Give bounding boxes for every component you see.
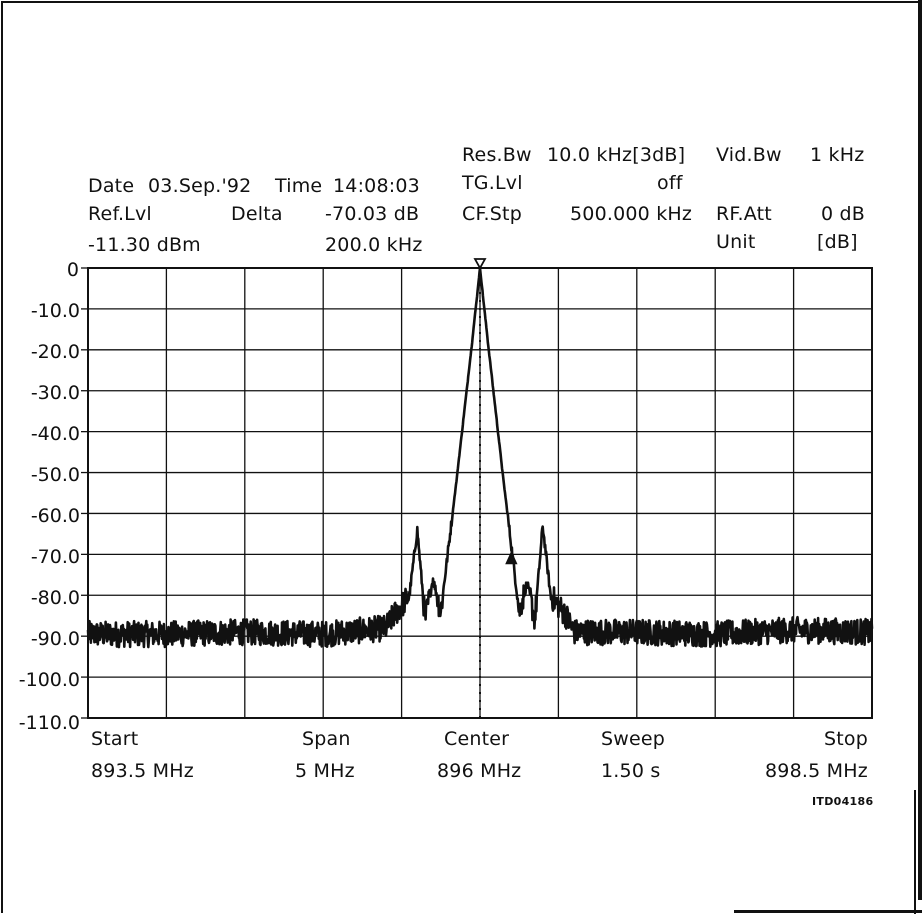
cfstp-label: CF.Stp [462,203,522,225]
y-tick-label: 0 [66,259,79,281]
reflvl-value: -11.30 dBm [88,234,201,256]
stop-value: 898.5 MHz [765,760,868,782]
rfatt-value: 0 dB [821,203,866,225]
y-tick-label: -90.0 [30,628,80,650]
y-tick-label: -10.0 [30,300,80,322]
span-value: 5 MHz [295,760,355,782]
sweep-value: 1.50 s [601,760,661,782]
center-label: Center [444,728,510,750]
y-tick-label: -30.0 [30,382,80,404]
span-label: Span [302,728,351,750]
marker-layer [473,258,518,565]
plot-grid [81,267,872,719]
delta-label: Delta [231,203,283,225]
delta-marker [505,550,518,565]
vidbw-label: Vid.Bw [716,144,782,166]
plot-border [87,267,873,719]
date-value: 03.Sep.'92 [148,175,252,197]
y-tick-label: -70.0 [30,546,80,568]
reflvl-label: Ref.Lvl [88,203,152,225]
y-tick-label: -100.0 [18,669,80,691]
figure-code: ITD04186 [812,795,874,808]
time-label: Time [275,175,323,197]
stop-label: Stop [824,728,868,750]
frame-right-edge-lower [914,790,916,914]
y-tick-label: -60.0 [30,505,80,527]
frame-bottom-edge [734,910,922,913]
y-tick-label: -20.0 [30,341,80,363]
unit-value: [dB] [817,231,858,253]
y-tick-label: -40.0 [30,423,80,445]
sweep-label: Sweep [601,728,666,750]
time-value: 14:08:03 [333,175,420,197]
start-value: 893.5 MHz [91,760,194,782]
date-label: Date [88,175,135,197]
delta-freq: 200.0 kHz [325,234,423,256]
y-tick-label: -50.0 [30,464,80,486]
tglvl-label: TG.Lvl [462,172,523,194]
rfatt-label: RF.Att [716,203,772,225]
resbw-label: Res.Bw [462,144,532,166]
start-label: Start [91,728,139,750]
center-value: 896 MHz [437,760,522,782]
cfstp-value: 500.000 kHz [570,203,693,225]
y-tick-label: -110.0 [18,712,80,734]
delta-value: -70.03 dB [325,203,420,225]
tglvl-value: off [657,172,683,194]
resbw-value: 10.0 kHz[3dB] [547,144,686,166]
unit-label: Unit [716,231,756,253]
frame-right-edge [918,0,922,900]
vidbw-value: 1 kHz [810,144,865,166]
reference-marker [473,258,487,270]
y-tick-label: -80.0 [30,587,80,609]
